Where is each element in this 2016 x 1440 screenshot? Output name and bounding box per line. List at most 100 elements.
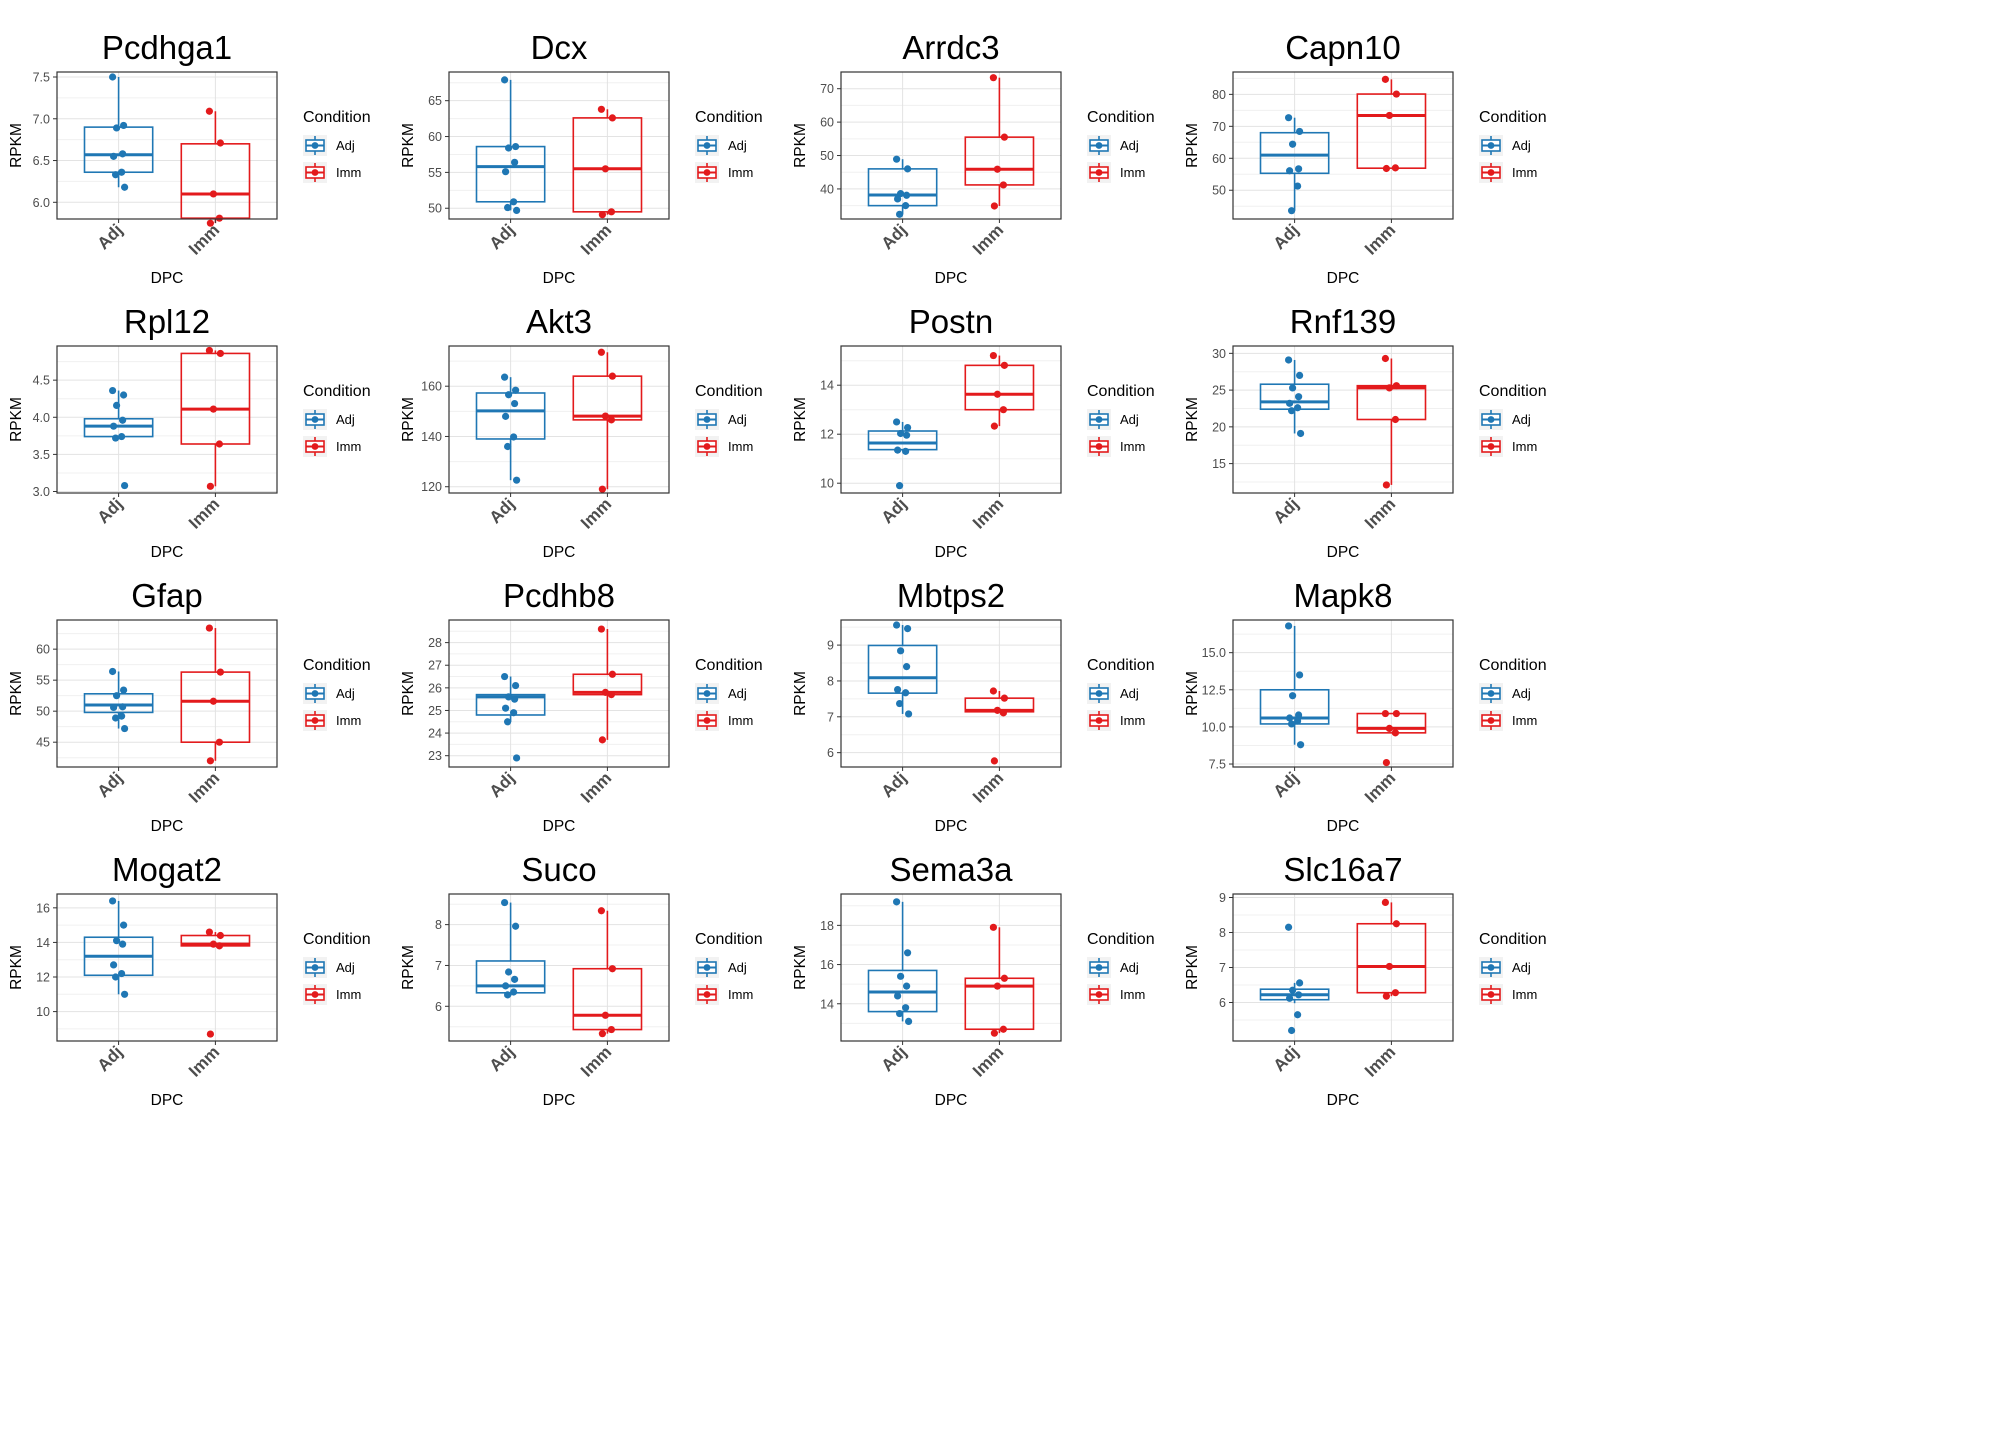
data-point xyxy=(597,105,606,113)
x-tick-label: Adj xyxy=(94,1042,127,1075)
data-point xyxy=(216,668,224,676)
plot-border xyxy=(56,893,278,1042)
y-tick-label: 7 xyxy=(827,710,834,724)
x-axis-title: DPC xyxy=(543,1092,576,1109)
y-tick-label: 23 xyxy=(428,749,442,763)
y-tick-label: 7.5 xyxy=(1209,758,1226,772)
box-imm xyxy=(1356,354,1427,489)
y-tick-label: 10 xyxy=(820,477,834,491)
x-axis-title: DPC xyxy=(935,544,968,561)
legend-label: Imm xyxy=(728,713,753,728)
data-point xyxy=(1385,724,1393,732)
x-tick-label: Imm xyxy=(185,220,223,258)
legend-key-imm xyxy=(1087,436,1111,457)
y-axis-title: RPKM xyxy=(1184,671,1201,716)
y-tick-label: 70 xyxy=(820,82,834,96)
y-axis-title: RPKM xyxy=(8,123,25,168)
legend-key-imm xyxy=(1087,162,1111,183)
box-adj xyxy=(1259,114,1330,215)
y-tick-label: 6 xyxy=(827,746,834,760)
y-axis-title: RPKM xyxy=(400,671,417,716)
data-point xyxy=(502,412,510,420)
data-point xyxy=(118,712,126,720)
legend-label: Imm xyxy=(336,439,361,454)
data-point xyxy=(1391,164,1399,172)
data-point xyxy=(109,73,117,81)
data-point xyxy=(608,114,617,122)
data-point xyxy=(121,481,129,490)
data-point xyxy=(109,897,117,905)
legend: Condition Adj Imm xyxy=(303,383,371,457)
data-point xyxy=(993,982,1002,990)
legend-key-imm xyxy=(1087,984,1111,1005)
legend: Condition Adj Imm xyxy=(1479,109,1547,183)
legend-key-point xyxy=(311,717,319,724)
legend-label: Adj xyxy=(336,686,355,701)
legend: Condition Adj Imm xyxy=(695,109,763,183)
x-tick-label: Adj xyxy=(1270,220,1303,253)
data-point xyxy=(206,1030,214,1038)
box-adj xyxy=(1259,622,1330,749)
data-point xyxy=(120,686,128,694)
panel-title: Suco xyxy=(521,851,596,888)
data-point xyxy=(608,965,617,973)
plot-border xyxy=(56,71,278,220)
data-point xyxy=(112,973,120,981)
legend-key-imm xyxy=(695,984,719,1005)
data-point xyxy=(990,202,999,210)
x-axis-title: DPC xyxy=(543,270,576,287)
panel-title: Capn10 xyxy=(1285,29,1401,66)
data-point xyxy=(1294,717,1302,725)
box-body xyxy=(180,671,251,743)
data-point xyxy=(1289,692,1297,700)
plot-border xyxy=(56,345,278,494)
data-point xyxy=(511,922,520,930)
y-axis-title: RPKM xyxy=(792,945,809,990)
legend-title: Condition xyxy=(1479,931,1547,948)
data-point xyxy=(601,688,610,696)
legend-key-point xyxy=(1487,169,1495,176)
box-adj xyxy=(83,667,154,733)
panel-title: Gfap xyxy=(131,577,203,614)
legend-key-adj xyxy=(1479,957,1503,978)
x-tick-label: Adj xyxy=(1270,494,1303,527)
data-point xyxy=(504,991,512,999)
legend-label: Adj xyxy=(1120,960,1139,975)
box-adj xyxy=(83,73,154,191)
data-point xyxy=(205,928,213,936)
data-point xyxy=(120,121,128,130)
legend-label: Imm xyxy=(336,713,361,728)
y-tick-label: 140 xyxy=(421,430,442,444)
panel-title: Sema3a xyxy=(890,851,1014,888)
data-point xyxy=(215,942,223,950)
x-tick-label: Adj xyxy=(486,494,519,527)
legend-key-imm xyxy=(303,162,327,183)
data-point xyxy=(205,346,213,355)
data-point xyxy=(1294,182,1302,190)
data-point xyxy=(607,691,616,699)
box-body xyxy=(572,375,643,421)
legend-title: Condition xyxy=(1087,931,1155,948)
y-tick-label: 160 xyxy=(421,380,442,394)
y-axis-title: RPKM xyxy=(1184,945,1201,990)
plot-area xyxy=(1233,620,1453,767)
legend-label: Imm xyxy=(1120,713,1145,728)
panel-title: Postn xyxy=(909,303,993,340)
box-adj xyxy=(83,897,154,998)
y-axis-title: RPKM xyxy=(400,945,417,990)
data-point xyxy=(903,431,911,439)
legend-key-adj xyxy=(695,957,719,978)
plot-border xyxy=(840,71,1062,220)
y-tick-label: 15 xyxy=(1212,457,1226,471)
x-tick-label: Imm xyxy=(577,494,615,532)
data-point xyxy=(502,168,510,176)
data-point xyxy=(598,211,607,219)
y-axis-title: RPKM xyxy=(400,123,417,168)
data-point xyxy=(1296,127,1304,136)
box-imm xyxy=(180,928,251,1038)
y-tick-label: 40 xyxy=(820,182,834,196)
box-imm xyxy=(180,107,251,227)
data-point xyxy=(598,485,607,493)
